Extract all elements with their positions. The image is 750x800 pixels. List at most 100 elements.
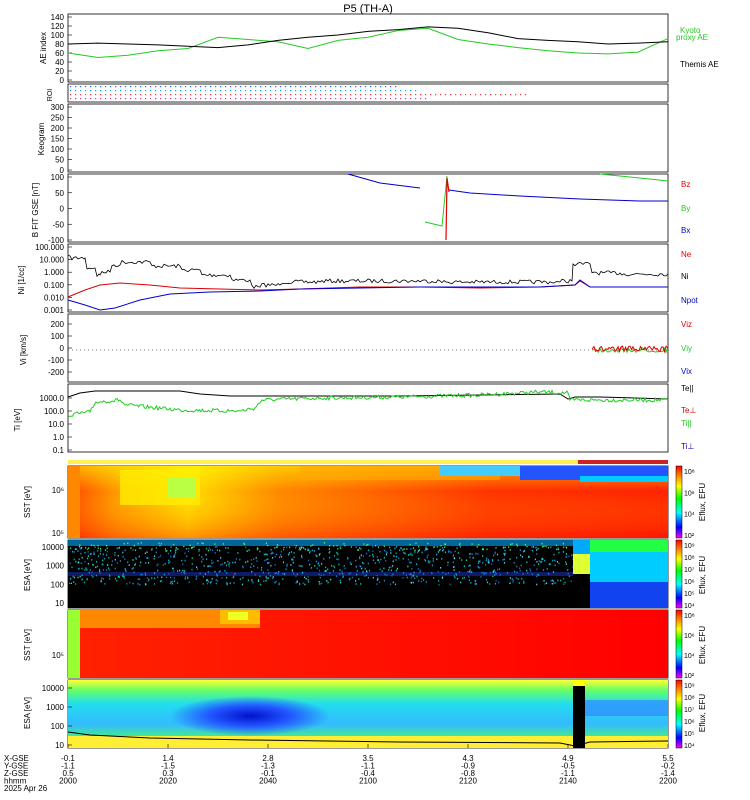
esa-e-pixel-21 (293, 556, 295, 559)
esa-e-pixel-726 (77, 550, 79, 552)
esa-e-pixel-875 (99, 552, 101, 555)
esa-e-green-pixel-63 (526, 545, 528, 548)
esa-e-green-pixel-90 (438, 549, 440, 552)
esa-e-green-pixel-93 (207, 549, 210, 552)
esa-e-pixel-882 (117, 575, 119, 578)
esa-e-green-pixel-12 (343, 543, 345, 545)
colorbars: 10⁸ 10⁶ 10⁴ 10² 10⁹ 10⁸ 10⁷ 10⁶ 10⁵ 10⁴ 10⁸ 10⁶ 10⁴ 1… (675, 465, 707, 750)
esa-e-pixel-471 (148, 578, 150, 581)
esa-e-pixel-821 (216, 546, 218, 548)
esa-e-pixel-109 (96, 560, 98, 563)
roi-dot-3-190 (190, 98, 192, 100)
esa-e-pixel-416 (175, 551, 177, 554)
ae-ytick-2: 100 (51, 31, 65, 40)
esa-e-pixel-387 (455, 573, 457, 575)
x-tick-3-2: -0.4 (361, 769, 375, 778)
esa-e-pixel-430 (494, 582, 496, 585)
esa-e-pixel-531 (226, 583, 228, 586)
roi-dot-0-365 (365, 86, 367, 88)
esa-e-pixel-817 (537, 547, 539, 550)
esa-e-pixel-366 (533, 564, 535, 566)
esa-e-pixel-598 (140, 547, 142, 550)
cbar-tick-8-5: 10⁴ (684, 603, 695, 610)
esa-e-green-pixel-45 (300, 547, 302, 549)
roi-dot-0-120 (120, 86, 122, 88)
keo-ytick-0: 300 (51, 103, 65, 112)
te-line (67, 390, 669, 400)
esa-e-pixel-15 (253, 558, 255, 560)
esa-e-pixel-339 (214, 546, 216, 548)
esa-e-pixel-42 (333, 565, 335, 568)
roi-dot-0-80 (80, 86, 82, 88)
esa-e-pixel-308 (86, 578, 88, 581)
esa-e-pixel-362 (472, 557, 474, 559)
esa-e-pixel-228 (274, 572, 276, 575)
roi-dot-3-405 (405, 98, 407, 100)
esa-e-pixel-841 (521, 556, 523, 558)
figure-title: P5 (TH-A) (343, 3, 393, 15)
x-tick-0-0: -0.1 (61, 754, 75, 763)
esa-e-pixel-810 (498, 568, 501, 570)
esa-e-pixel-167 (395, 569, 397, 572)
npot-legend: Npot (681, 296, 699, 305)
esa-e-pixel-515 (299, 583, 301, 585)
esa-e-pixel-271 (367, 562, 369, 565)
keo-ytick-4: 100 (51, 145, 65, 154)
esa-e-pixel-585 (438, 580, 440, 582)
esa-e-pixel-670 (518, 582, 520, 584)
esa-e-pixel-543 (195, 578, 197, 580)
esa-e-pixel-741 (309, 551, 311, 554)
esa-e-pixel-657 (553, 553, 555, 556)
esa-e-pixel-847 (372, 559, 374, 562)
esa-e-pixel-477 (342, 575, 344, 577)
esa-e-pixel-94 (436, 546, 438, 548)
esa-e-pixel-881 (564, 581, 566, 584)
esa-e-pixel-143 (228, 562, 231, 564)
roi-dot-3-70 (70, 98, 72, 100)
esa-e-green-pixel-114 (303, 547, 305, 549)
esa-e-green-pixel-91 (81, 546, 83, 549)
roi-dot-1-80 (80, 90, 82, 92)
esa-e-pixel-644 (121, 575, 124, 577)
roi-dot-2-100 (100, 94, 102, 96)
esa-e-pixel-364 (412, 575, 414, 577)
esa-e-pixel-599 (392, 573, 394, 576)
esa-e-pixel-578 (554, 559, 556, 562)
esa-e-pixel-476 (153, 583, 156, 585)
esa-e-pixel-524 (365, 574, 367, 576)
esa-e-green-pixel-107 (478, 543, 480, 546)
esa-e-pixel-480 (361, 567, 363, 570)
x-tick-4-2: -0.8 (461, 769, 475, 778)
esa-e-pixel-318 (563, 583, 565, 585)
roi-dot-2-405 (405, 94, 407, 96)
x-tick-6-3: 2200 (659, 777, 677, 786)
esa-e-green-pixel-102 (367, 543, 369, 546)
esa-e-pixel-673 (393, 555, 395, 557)
cbar-tick-9-1: 10⁶ (684, 633, 695, 640)
esa-e-pixel-424 (184, 559, 186, 562)
esa-e-pixel-116 (323, 574, 325, 576)
roi-dot-2-225 (225, 94, 227, 96)
esa-e-pixel-359 (560, 579, 562, 582)
roi-dot-1-110 (110, 90, 112, 92)
sst-e-ylabel: SST [eV] (23, 486, 32, 518)
esa-e-pixel-64 (437, 571, 439, 573)
esa-e-green-pixel-75 (173, 543, 175, 546)
esa-e-pixel-883 (177, 570, 179, 572)
esa-e-pixel-329 (332, 570, 334, 572)
esa-e-pixel-525 (288, 551, 290, 554)
roi-dot-1-140 (140, 90, 142, 92)
esa-e-pixel-169 (173, 577, 175, 579)
esa-e-green-pixel-100 (130, 547, 132, 549)
esa-e-pixel-889 (509, 582, 511, 585)
ti-line (67, 389, 669, 418)
x-tick-6-0: 5.5 (662, 754, 674, 763)
esa-e-pixel-616 (75, 560, 77, 563)
esa-e-pixel-110 (521, 577, 523, 580)
roi-dot-3-210 (210, 98, 212, 100)
esa-e-pixel-166 (477, 565, 479, 568)
esa-e-pixel-698 (386, 574, 388, 577)
x-tick-1-0: 1.4 (162, 754, 174, 763)
